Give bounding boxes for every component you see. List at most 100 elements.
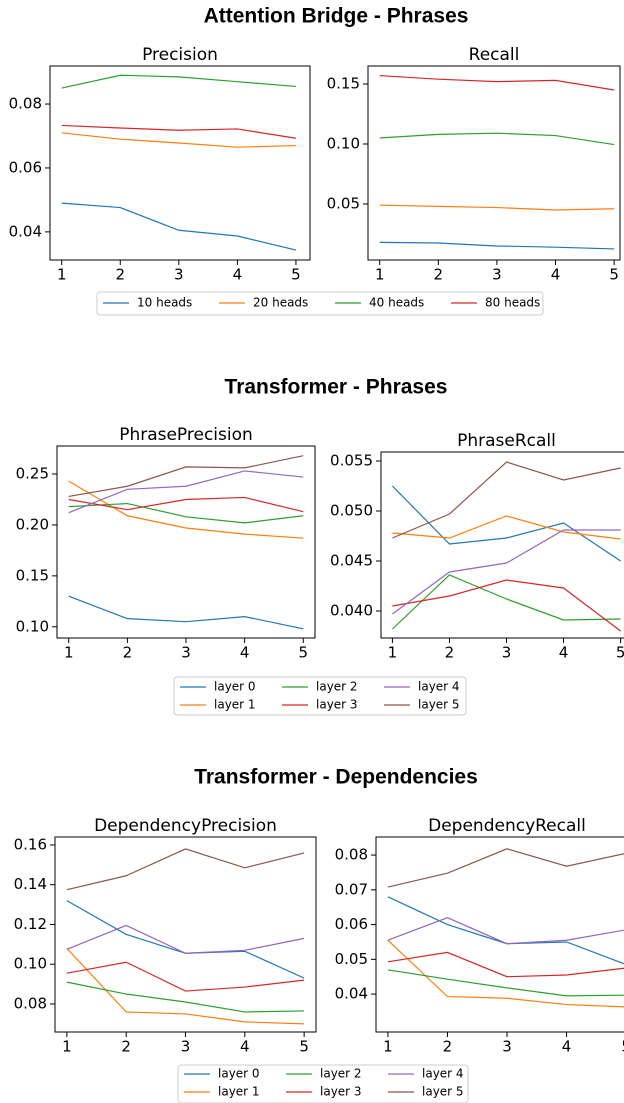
y-tick-label: 0.045 [330, 552, 373, 570]
legend-label: layer 0 [214, 680, 256, 694]
series-line [391, 485, 621, 562]
plot-frame [49, 65, 311, 261]
x-tick-label: 2 [445, 644, 455, 662]
x-tick-label: 1 [375, 266, 385, 284]
y-tick-label: 0.15 [16, 566, 49, 584]
series-line [66, 961, 305, 992]
series-line [391, 574, 621, 630]
x-tick-label: 4 [233, 266, 243, 284]
y-tick-label: 0.05 [335, 950, 368, 968]
y-tick-label: 0.15 [327, 74, 360, 92]
x-tick-label: 2 [123, 644, 133, 662]
x-tick-label: 4 [559, 644, 569, 662]
series-line [387, 951, 624, 978]
plot-frame [367, 65, 621, 261]
y-tick-label: 0.06 [9, 158, 42, 176]
subplot-title: Precision [142, 45, 218, 65]
section-title: Attention Bridge - Phrases [204, 5, 469, 28]
y-tick-label: 0.16 [14, 835, 47, 853]
series-line [68, 496, 304, 513]
series-line [66, 947, 305, 1025]
legend-label: 20 heads [253, 296, 308, 310]
x-tick-label: 1 [64, 644, 74, 662]
subplot-title: Recall [469, 45, 520, 65]
subplot-title: DependencyRecall [428, 816, 586, 836]
x-tick-label: 2 [434, 266, 444, 284]
x-tick-label: 1 [388, 644, 398, 662]
legend-label: layer 3 [320, 1085, 362, 1099]
x-tick-label: 4 [240, 644, 250, 662]
series-line [392, 579, 621, 632]
x-tick-label: 3 [502, 1038, 512, 1056]
y-tick-label: 0.04 [9, 222, 42, 240]
legend-label: 10 heads [137, 296, 192, 310]
series-line [66, 924, 305, 954]
y-tick-label: 0.050 [330, 502, 373, 520]
y-tick-label: 0.14 [14, 875, 47, 893]
legend-label: layer 1 [214, 698, 256, 712]
series-line [68, 502, 304, 524]
subplot-title: PhraseRcall [457, 431, 556, 451]
x-tick-label: 4 [551, 266, 561, 284]
x-tick-label: 2 [121, 1038, 131, 1056]
legend-label: layer 1 [218, 1085, 260, 1099]
y-tick-label: 0.040 [330, 602, 373, 620]
series-line [379, 204, 615, 211]
plot-frame [375, 836, 624, 1033]
x-tick-label: 3 [181, 1038, 191, 1056]
y-tick-label: 0.25 [16, 465, 49, 483]
x-tick-label: 3 [492, 266, 502, 284]
series-line [68, 470, 304, 514]
series-line [387, 848, 624, 888]
series-line [379, 74, 615, 91]
y-tick-label: 0.10 [16, 617, 49, 635]
x-tick-label: 1 [57, 266, 67, 284]
series-line [392, 461, 621, 539]
y-tick-label: 0.055 [330, 452, 373, 470]
section-title: Transformer - Phrases [225, 376, 448, 399]
x-tick-label: 4 [240, 1038, 250, 1056]
y-tick-label: 0.12 [14, 915, 47, 933]
subplot-title: PhrasePrecision [119, 425, 253, 445]
y-tick-label: 0.04 [335, 985, 368, 1003]
legend-label: layer 2 [316, 680, 358, 694]
y-tick-label: 0.07 [335, 880, 368, 898]
x-tick-label: 5 [616, 644, 624, 662]
series-line [61, 202, 297, 251]
series-line [61, 132, 296, 148]
series-line [68, 455, 304, 498]
x-tick-label: 5 [291, 266, 301, 284]
series-line [387, 916, 624, 945]
x-tick-label: 5 [609, 266, 619, 284]
legend-label: layer 3 [316, 698, 358, 712]
series-line [387, 969, 624, 997]
x-tick-label: 4 [562, 1038, 572, 1056]
series-line [387, 939, 624, 1008]
series-line [392, 529, 621, 615]
y-tick-label: 0.05 [327, 194, 360, 212]
series-line [379, 241, 615, 250]
x-tick-label: 1 [62, 1038, 72, 1056]
y-tick-label: 0.06 [335, 915, 368, 933]
y-tick-label: 0.08 [14, 994, 47, 1012]
x-tick-label: 3 [181, 644, 191, 662]
series-line [61, 124, 297, 139]
y-tick-label: 0.08 [335, 846, 368, 864]
series-line [66, 848, 305, 891]
plot-frame [56, 445, 316, 639]
legend-box [96, 291, 544, 316]
x-tick-label: 5 [621, 1038, 624, 1056]
series-line [68, 595, 304, 630]
legend-label: layer 0 [218, 1067, 260, 1081]
subplot-title: DependencyPrecision [94, 816, 277, 836]
legend-label: layer 5 [418, 698, 460, 712]
y-tick-label: 0.08 [9, 95, 42, 113]
section-title: Transformer - Dependencies [194, 766, 478, 789]
y-tick-label: 0.10 [14, 955, 47, 973]
x-tick-label: 5 [299, 1038, 309, 1056]
series-line [379, 132, 615, 146]
legend-label: 80 heads [485, 296, 540, 310]
legend-label: layer 2 [320, 1067, 362, 1081]
